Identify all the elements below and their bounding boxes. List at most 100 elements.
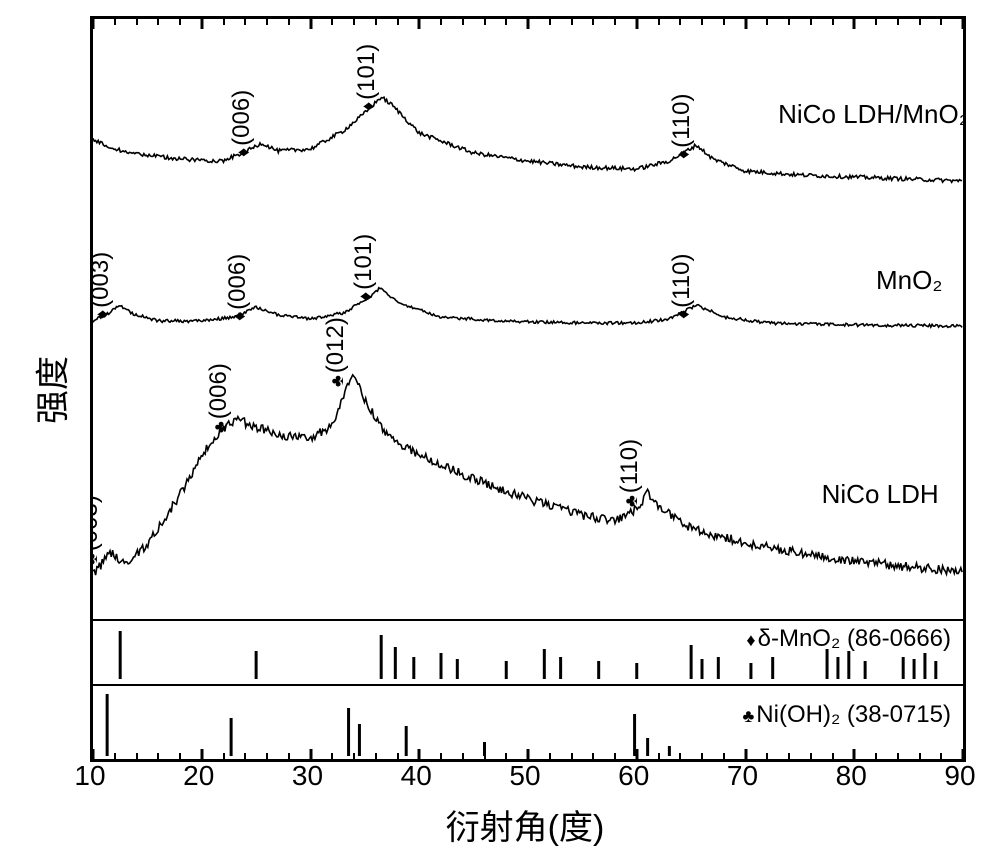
xtick-minor-top [223, 19, 225, 25]
xrd-figure: δ-MnO₂ (86-0666) Ni(OH)₂ (38-0715) NiCo … [0, 0, 1000, 857]
xtick-minor-top [440, 19, 442, 25]
peak-label: (110) [618, 439, 642, 507]
xtick-minor-top [658, 19, 660, 25]
xtick-label: 10 [74, 760, 105, 792]
plot-area: δ-MnO₂ (86-0666) Ni(OH)₂ (38-0715) NiCo … [90, 16, 966, 762]
xtick-mark [527, 749, 530, 759]
xtick-minor [462, 753, 464, 759]
xtick-minor-top [484, 19, 486, 25]
xtick-minor-top [157, 19, 159, 25]
peak-label: (012) [324, 317, 348, 387]
series-label-mno2: MnO₂ [876, 265, 942, 296]
peak-label: (003) [90, 252, 113, 319]
xtick-mark-top [853, 19, 856, 29]
xtick-minor-top [136, 19, 138, 25]
xtick-label: 80 [836, 760, 867, 792]
xtick-minor [658, 753, 660, 759]
xtick-mark [418, 749, 421, 759]
xtick-minor [266, 753, 268, 759]
xtick-minor-top [571, 19, 573, 25]
peak-label: (006) [207, 363, 231, 433]
xtick-minor [288, 753, 290, 759]
xtick-minor-top [288, 19, 290, 25]
series-label-nico-ldh: NiCo LDH [822, 479, 939, 510]
xtick-label: 30 [292, 760, 323, 792]
xtick-minor-top [919, 19, 921, 25]
club-icon [322, 373, 349, 387]
diamond-icon [228, 146, 255, 157]
ref-label-nioh2: Ni(OH)₂ (38-0715) [742, 701, 951, 729]
xtick-minor-top [114, 19, 116, 25]
club-icon [616, 493, 643, 507]
xtick-minor-top [353, 19, 355, 25]
xtick-label: 40 [401, 760, 432, 792]
xtick-mark-top [527, 19, 530, 29]
xtick-mark-top [418, 19, 421, 29]
x-axis-label: 衍射角(度) [446, 800, 605, 849]
xtick-minor-top [549, 19, 551, 25]
xtick-minor-top [701, 19, 703, 25]
diamond-icon [746, 625, 757, 652]
y-axis-label: 强度 [26, 356, 75, 424]
xtick-minor-top [897, 19, 899, 25]
xtick-minor-top [679, 19, 681, 25]
xtick-minor [549, 753, 551, 759]
xtick-minor [157, 753, 159, 759]
xtick-minor [614, 753, 616, 759]
peak-label: (006) [230, 90, 254, 157]
xtick-mark-top [309, 19, 312, 29]
xtick-minor [440, 753, 442, 759]
xtick-mark [635, 749, 638, 759]
xtick-mark [962, 749, 965, 759]
xtick-minor [875, 753, 877, 759]
xtick-mark-top [744, 19, 747, 29]
xtick-minor [832, 753, 834, 759]
peak-label: (101) [355, 44, 379, 111]
xtick-minor [679, 753, 681, 759]
xtick-mark [853, 749, 856, 759]
xtick-minor-top [375, 19, 377, 25]
xtick-mark-top [635, 19, 638, 29]
peak-label: (110) [670, 254, 694, 319]
xtick-minor-top [832, 19, 834, 25]
xtick-mark-top [200, 19, 203, 29]
xtick-minor [179, 753, 181, 759]
xtick-label: 20 [183, 760, 214, 792]
peak-label: (006) [226, 254, 250, 321]
xtick-minor [571, 753, 573, 759]
xtick-minor [331, 753, 333, 759]
diamond-icon [353, 100, 380, 111]
xtick-minor [484, 753, 486, 759]
xtick-minor [114, 753, 116, 759]
xtick-minor [919, 753, 921, 759]
xtick-mark [200, 749, 203, 759]
xtick-minor [375, 753, 377, 759]
club-icon [205, 419, 232, 433]
xtick-minor-top [875, 19, 877, 25]
xtick-minor-top [462, 19, 464, 25]
xtick-minor [505, 753, 507, 759]
xtick-minor-top [766, 19, 768, 25]
xtick-label: 50 [509, 760, 540, 792]
xtick-minor-top [723, 19, 725, 25]
xtick-mark-top [92, 19, 95, 29]
peak-label: (110) [670, 94, 694, 159]
xtick-mark [744, 749, 747, 759]
xtick-minor [810, 753, 812, 759]
xtick-minor [897, 753, 899, 759]
xtick-minor [223, 753, 225, 759]
xtick-minor-top [397, 19, 399, 25]
xtick-mark [92, 749, 95, 759]
xtick-minor [353, 753, 355, 759]
club-icon [90, 551, 103, 565]
xtick-minor [701, 753, 703, 759]
xtick-minor-top [810, 19, 812, 25]
peak-label: (003) [90, 495, 102, 565]
xtick-minor [397, 753, 399, 759]
xtick-minor-top [331, 19, 333, 25]
xtick-minor [766, 753, 768, 759]
xtick-minor-top [244, 19, 246, 25]
xtick-mark [309, 749, 312, 759]
xtick-minor [723, 753, 725, 759]
xtick-minor [592, 753, 594, 759]
